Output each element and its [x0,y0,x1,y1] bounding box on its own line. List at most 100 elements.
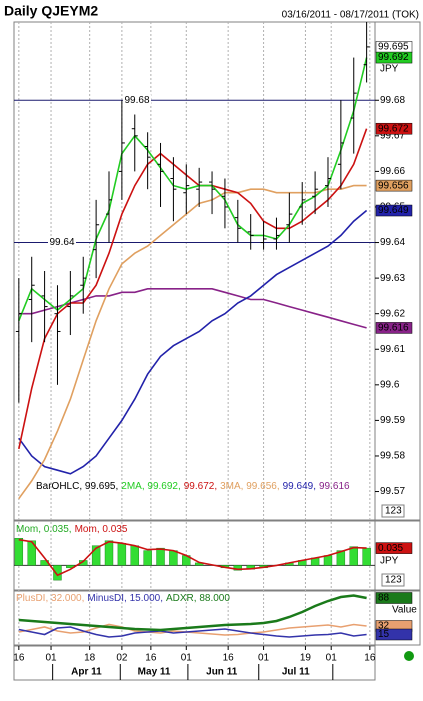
level-label: 99.64 [49,237,74,248]
bar [349,546,358,566]
price-panel [13,21,421,521]
value-label-box [375,322,413,334]
line [18,623,367,636]
value-label: 0.035 [378,543,403,554]
y-tick-label: 99.59 [380,415,405,426]
legend-entry: 2MA, 99.692, [121,481,180,492]
line [18,538,367,577]
legend-entry: 99.616 [319,481,350,492]
x-tick-label: 16 [223,653,235,664]
y-tick-label: 99.62 [380,308,405,319]
line [18,209,368,475]
y-tick-label: 99.58 [380,451,405,462]
line [18,184,367,500]
y-tick-label: 99.57 [380,486,405,497]
legend-entry: Mom, 0.035 [75,524,128,535]
x-tick-label: 16 [364,653,376,664]
line [18,57,368,322]
scale-button [381,504,405,518]
value-label: 88 [378,593,390,604]
y-tick-label: 99.68 [380,95,405,106]
level-label-bg [48,236,76,248]
value-label: 15 [378,629,390,640]
legend-entry: 99.649, [283,481,316,492]
date-axis [13,645,376,681]
x-tick-label: 19 [300,653,312,664]
month-label: Jun 11 [206,667,238,678]
month-label: May 11 [138,667,171,678]
x-tick-label: 01 [258,653,270,664]
value-label-box [375,122,413,135]
bar [336,550,346,566]
value-label: 99.692 [378,52,409,63]
date-range: 03/16/2011 - 08/17/2011 (TOK) [282,10,419,21]
bar [130,545,139,566]
y-tick-label: 99.6 [380,379,400,390]
value-label: 99.616 [378,323,409,334]
x-tick-label: 16 [13,653,25,664]
bar [117,542,127,566]
x-tick-label: 01 [326,653,338,664]
legend-entry: PlusDI, 32.000, [16,593,84,604]
bar [104,540,114,566]
y-tick-label: 99.64 [380,237,405,248]
x-tick-label: 02 [116,653,128,664]
legend: BarOHLC, 99.695, 2MA, 99.692, 99.672, 3MA, … [36,481,350,492]
value-label-box [375,179,413,192]
legend: Mom, 0.035, Mom, 0.035 [16,524,128,535]
value-label: 99.672 [378,123,409,134]
bar [362,547,371,566]
x-tick-label: 18 [84,653,96,664]
line [18,288,367,329]
bar [233,565,243,571]
value-title: Value [392,605,417,616]
scale-button-label[interactable]: 123 [385,575,402,586]
legend-entry: MinusDI, 15.000, [87,593,163,604]
legend-entry: 99.672, [184,481,217,492]
momentum-panel [13,520,421,591]
line [18,128,368,450]
x-tick-label: 16 [145,653,157,664]
legend: PlusDI, 32.000, MinusDI, 15.000, ADXR, 88.… [16,593,230,604]
bar [143,550,152,566]
month-label: Apr 11 [71,667,102,678]
level-label-bg [123,94,151,106]
value-label: 32 [378,621,390,632]
chart-title: Daily QJEYM2 [4,3,98,19]
y-tick-label: 99.63 [380,273,405,284]
line [18,594,367,632]
value-label-box [375,204,413,217]
x-tick-label: 01 [45,653,57,664]
unit-label: JPY [380,64,399,75]
value-label: 99.695 [378,42,409,53]
level-label: 99.68 [124,95,149,106]
value-label-box [375,51,413,64]
bar [323,555,333,566]
legend-entry: Mom, 0.035, [16,524,72,535]
value-label-box [375,628,413,641]
status-dot [404,651,414,661]
unit-label: JPY [380,556,399,567]
y-tick-label: 99.61 [380,344,405,355]
value-label-box [375,542,413,554]
legend-entry: 3MA, 99.656, [220,481,279,492]
y-tick-label: 99.66 [380,166,405,177]
bar [14,538,24,566]
y-tick-label: 99.67 [380,130,405,141]
bar [91,545,101,566]
value-label: 99.656 [378,180,409,191]
value-label-box [375,592,413,604]
dmi-panel [13,590,421,646]
value-label: 99.649 [378,205,409,216]
month-label: Jul 11 [282,667,310,678]
bar [27,540,36,566]
scale-button-label[interactable]: 123 [385,506,402,517]
scale-button [381,573,405,587]
x-tick-label: 01 [181,653,193,664]
legend-entry: BarOHLC, 99.695, [36,481,118,492]
bar [169,550,178,566]
line [18,626,367,638]
bar [156,547,165,566]
